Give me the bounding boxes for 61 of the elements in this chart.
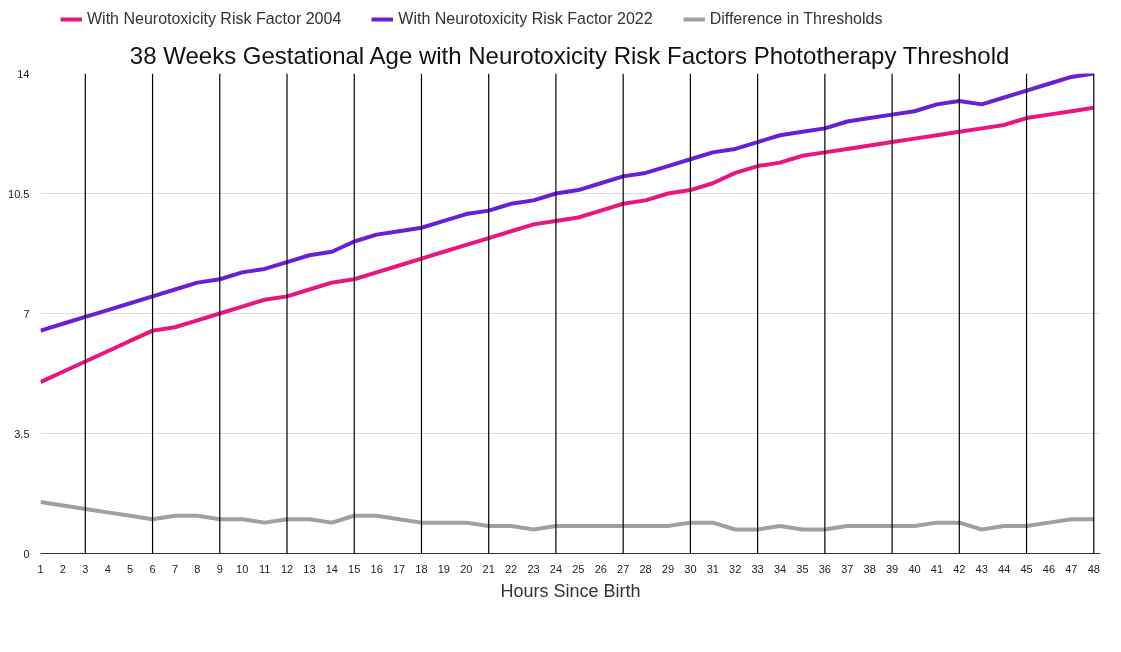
x-tick-label: 7 — [171, 562, 179, 575]
x-tick-label: 31 — [706, 562, 719, 575]
x-tick-label: 4 — [104, 562, 111, 575]
x-tick-label: 42 — [953, 562, 966, 575]
x-tick-label: 47 — [1065, 562, 1078, 575]
x-tick-label: 10 — [236, 562, 249, 575]
x-tick-label: 25 — [572, 562, 585, 575]
x-tick-label: 48 — [1087, 562, 1100, 575]
chart-title: 38 Weeks Gestational Age with Neurotoxicity Risk Factors Phototherapy Threshold — [129, 41, 1010, 69]
x-tick-label: 23 — [527, 562, 540, 575]
x-tick-label: 35 — [796, 562, 809, 575]
x-tick-label: 14 — [325, 562, 338, 575]
x-tick-label: 26 — [594, 562, 607, 575]
x-tick-label: 20 — [460, 562, 473, 575]
x-tick-label: 27 — [617, 562, 630, 575]
line-series — [40, 73, 1096, 333]
x-tick-label: 29 — [661, 562, 675, 575]
x-tick-label: 6 — [149, 562, 156, 575]
x-tick-label: 41 — [930, 562, 944, 575]
x-tick-label: 24 — [549, 562, 563, 575]
x-tick-label: 46 — [1042, 562, 1056, 575]
x-tick-label: 28 — [639, 562, 652, 575]
x-tick-label: 38 — [863, 562, 876, 575]
line-series — [40, 500, 1096, 532]
y-tick-label: 14 — [17, 67, 30, 80]
y-tick-label: 3.5 — [14, 427, 30, 440]
x-tick-label: 9 — [216, 562, 223, 575]
x-tick-label: 44 — [998, 562, 1011, 575]
x-tick-label: 3 — [82, 562, 89, 575]
x-tick-label: 45 — [1020, 562, 1033, 575]
x-tick-label: 12 — [280, 562, 294, 575]
x-tick-label: 13 — [303, 562, 316, 575]
x-tick-label: 39 — [885, 562, 899, 575]
x-tick-label: 22 — [505, 562, 518, 575]
x-tick-label: 40 — [908, 562, 921, 575]
x-tick-label: 30 — [684, 562, 697, 575]
y-tick-label: 7 — [23, 307, 30, 320]
y-tick-label: 0 — [23, 547, 30, 560]
x-tick-label: 17 — [392, 562, 406, 575]
x-tick-label: 21 — [482, 562, 495, 575]
x-tick-label: 1 — [37, 562, 44, 575]
x-tick-label: 16 — [370, 562, 383, 575]
legend-label: With Neurotoxicity Risk Factor 2022 — [398, 10, 653, 28]
x-tick-label: 15 — [348, 562, 361, 575]
x-axis-title: Hours Since Birth — [500, 580, 641, 601]
x-tick-label: 43 — [975, 562, 988, 575]
x-tick-label: 19 — [437, 562, 451, 575]
x-tick-label: 36 — [818, 562, 831, 575]
x-tick-label: 18 — [415, 562, 428, 575]
legend-label: With Neurotoxicity Risk Factor 2004 — [87, 10, 342, 28]
x-tick-label: 34 — [773, 562, 787, 575]
x-tick-label: 2 — [59, 562, 66, 575]
x-tick-label: 33 — [751, 562, 764, 575]
y-tick-label: 10.5 — [8, 187, 30, 200]
line-series — [40, 105, 1096, 385]
x-tick-label: 37 — [841, 562, 854, 575]
x-tick-label: 32 — [729, 562, 742, 575]
x-tick-label: 8 — [194, 562, 201, 575]
legend-label: Difference in Thresholds — [709, 10, 883, 28]
x-tick-label: 11 — [258, 562, 271, 575]
x-tick-label: 5 — [127, 562, 134, 575]
